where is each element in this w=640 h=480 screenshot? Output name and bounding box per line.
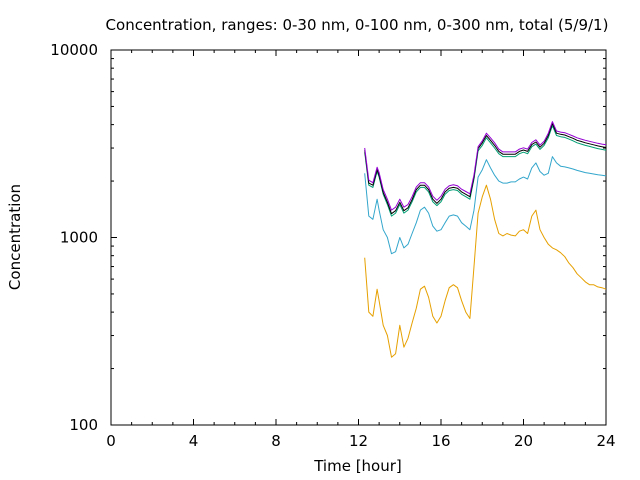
- x-axis-ticks: 0 4 8 12 16 20 24: [106, 50, 616, 450]
- x-tick-label: 8: [271, 432, 281, 450]
- y-axis-ticks: 100 1000 10000: [50, 41, 606, 434]
- series-line-3: [364, 123, 607, 215]
- x-tick-label: 24: [596, 432, 615, 450]
- series-line-2: [364, 125, 607, 217]
- series-line-1: [364, 156, 607, 255]
- plot-frame: [110, 49, 607, 426]
- series-lines: [364, 121, 607, 358]
- x-tick-label: 0: [106, 432, 116, 450]
- minor-ticks: [111, 50, 606, 425]
- chart-title: Concentration, ranges: 0-30 nm, 0-100 nm…: [106, 16, 609, 34]
- x-tick-label: 4: [189, 432, 199, 450]
- x-tick-label: 20: [514, 432, 533, 450]
- y-tick-label: 1000: [60, 229, 98, 247]
- x-tick-label: 12: [349, 432, 368, 450]
- y-tick-label: 10000: [50, 41, 98, 59]
- x-axis-label: Time [hour]: [313, 457, 402, 475]
- y-tick-label: 100: [69, 416, 98, 434]
- x-tick-label: 16: [431, 432, 450, 450]
- series-line-0: [364, 184, 607, 358]
- series-line-4: [364, 121, 607, 211]
- y-axis-label: Concentration: [6, 184, 24, 290]
